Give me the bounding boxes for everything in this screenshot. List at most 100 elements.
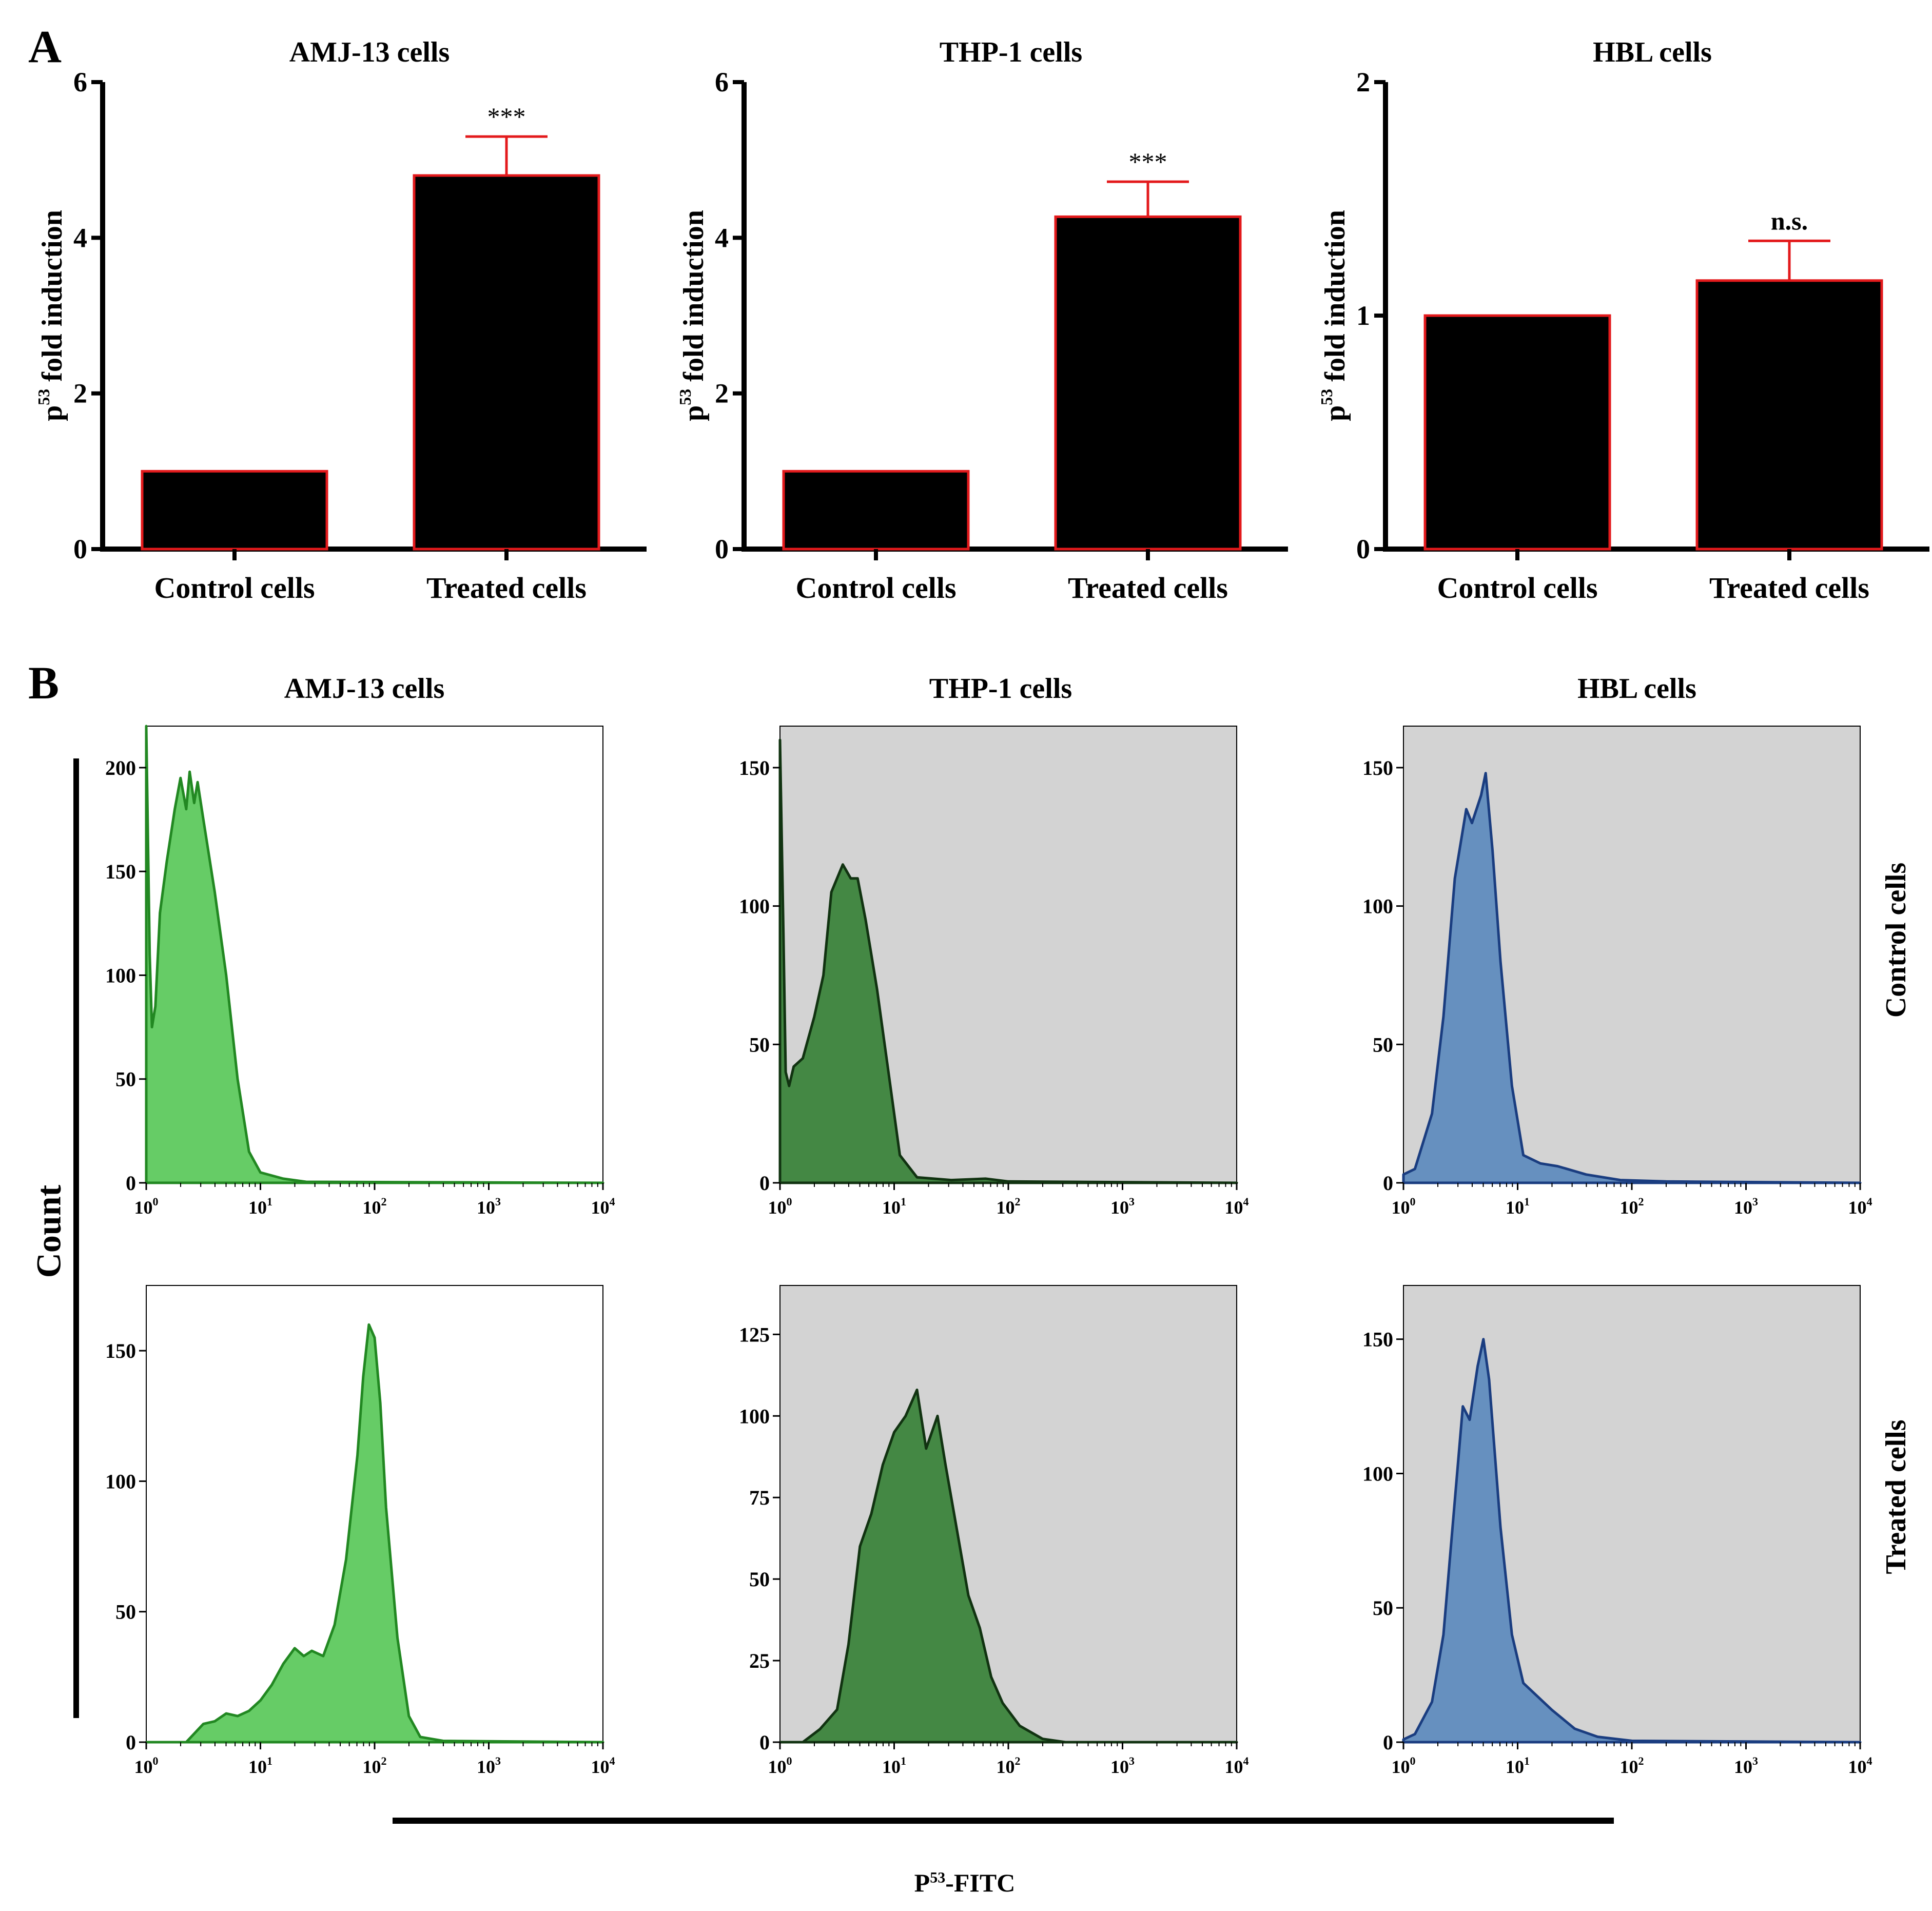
x-category-label: Treated cells xyxy=(426,571,587,604)
histogram-hbl-control: 0 50 100 150 100 101 102 103 104 xyxy=(1362,726,1872,1218)
y-tick-label: 6 xyxy=(715,67,729,98)
y-axis-label: p53 fold induction xyxy=(1317,210,1351,421)
bar xyxy=(782,470,970,551)
x-tick-label: 104 xyxy=(591,1195,615,1218)
y-tick-label: 100 xyxy=(739,895,770,918)
hist-col-title-thp1: THP-1 cells xyxy=(929,673,1072,705)
y-tick-label: 2 xyxy=(715,378,729,409)
bar xyxy=(1423,314,1611,551)
y-tick-label: 1 xyxy=(1356,300,1370,331)
histogram-thp1-control: 0 50 100 150 100 101 102 103 104 xyxy=(739,726,1249,1218)
count-axis-title: Count xyxy=(29,1184,68,1278)
row-label-treated: Treated cells xyxy=(1880,1419,1912,1574)
x-tick-label: 104 xyxy=(591,1754,615,1777)
fitc-axis-title: P53-FITC xyxy=(914,1868,1016,1897)
x-tick-label: 100 xyxy=(134,1754,159,1777)
x-tick-label: 101 xyxy=(882,1754,906,1777)
x-tick-label: 103 xyxy=(477,1195,501,1218)
hist-col-title-hbl: HBL cells xyxy=(1577,673,1696,705)
x-tick-label: 103 xyxy=(1734,1754,1758,1777)
x-tick-label: 101 xyxy=(882,1195,906,1218)
y-tick-label: 150 xyxy=(1362,1328,1393,1351)
y-tick-label: 100 xyxy=(105,964,136,987)
histogram-area xyxy=(145,725,604,1184)
y-tick-label: 150 xyxy=(105,1339,136,1362)
significance-label: n.s. xyxy=(1771,206,1808,235)
x-tick-label: 101 xyxy=(248,1754,272,1777)
bar xyxy=(141,470,328,551)
y-tick-label: 50 xyxy=(115,1068,136,1091)
histogram-amj13-treated: 0 50 100 150 100 101 102 103 104 xyxy=(105,1285,615,1777)
y-tick-label: 4 xyxy=(73,222,87,253)
y-tick-label: 100 xyxy=(739,1405,770,1428)
x-category-label: Control cells xyxy=(154,571,315,604)
histogram-area xyxy=(145,1323,604,1744)
x-category-label: Treated cells xyxy=(1068,571,1228,604)
y-tick-label: 50 xyxy=(1373,1033,1393,1056)
bar-chart-title: HBL cells xyxy=(1593,36,1712,68)
y-tick-label: 0 xyxy=(126,1172,136,1195)
bar xyxy=(1054,215,1242,551)
y-tick-label: 50 xyxy=(115,1601,136,1624)
x-category-label: Control cells xyxy=(1437,571,1597,604)
x-tick-label: 101 xyxy=(1506,1195,1530,1218)
x-tick-label: 101 xyxy=(248,1195,272,1218)
y-tick-label: 6 xyxy=(73,67,87,98)
x-tick-label: 102 xyxy=(363,1754,387,1777)
x-category-label: Control cells xyxy=(795,571,956,604)
histogram-area xyxy=(778,738,1238,1184)
x-tick-label: 103 xyxy=(1110,1754,1135,1777)
x-tick-label: 100 xyxy=(1392,1754,1416,1777)
x-tick-label: 100 xyxy=(768,1754,792,1777)
x-tick-label: 101 xyxy=(1506,1754,1530,1777)
y-tick-label: 100 xyxy=(1362,1462,1393,1485)
histogram-hbl-treated: 0 50 100 150 100 101 102 103 104 xyxy=(1362,1285,1872,1777)
x-category-label: Treated cells xyxy=(1709,571,1869,604)
y-tick-label: 50 xyxy=(1373,1596,1393,1620)
x-tick-label: 102 xyxy=(997,1754,1021,1777)
y-tick-label: 0 xyxy=(126,1731,136,1754)
count-axis-line xyxy=(73,758,79,1718)
y-tick-label: 0 xyxy=(715,534,729,564)
y-tick-label: 150 xyxy=(1362,756,1393,779)
bar-chart-thp1: THP-1 cells p53 fold induction 0 2 4 6 Control… xyxy=(676,36,1288,604)
x-tick-label: 102 xyxy=(363,1195,387,1218)
hist-col-title-amj13: AMJ-13 cells xyxy=(284,673,445,705)
y-tick-label: 0 xyxy=(759,1172,770,1195)
y-tick-label: 75 xyxy=(749,1486,770,1509)
y-tick-label: 50 xyxy=(749,1568,770,1591)
histogram-thp1-treated: 0 25 50 75 100 125 100 101 102 103 104 xyxy=(739,1285,1249,1777)
x-tick-label: 100 xyxy=(1392,1195,1416,1218)
bar-chart-title: AMJ-13 cells xyxy=(289,36,450,68)
y-tick-label: 50 xyxy=(749,1033,770,1056)
x-tick-label: 104 xyxy=(1848,1195,1872,1218)
x-tick-label: 104 xyxy=(1225,1754,1249,1777)
fitc-axis-line xyxy=(393,1818,1614,1824)
y-tick-label: 100 xyxy=(105,1470,136,1493)
panel-b-label: B xyxy=(28,658,60,709)
bar xyxy=(1695,279,1883,551)
row-label-control: Control cells xyxy=(1880,862,1912,1018)
x-tick-label: 103 xyxy=(1110,1195,1135,1218)
bar-chart-hbl: HBL cells p53 fold induction 0 1 2 Control ce… xyxy=(1317,36,1929,604)
y-tick-label: 0 xyxy=(1356,534,1370,564)
y-tick-label: 125 xyxy=(739,1323,770,1346)
y-tick-label: 0 xyxy=(759,1731,770,1754)
y-tick-label: 25 xyxy=(749,1649,770,1672)
x-tick-label: 102 xyxy=(1620,1195,1644,1218)
y-axis-label: p53 fold induction xyxy=(34,210,68,421)
y-tick-label: 100 xyxy=(1362,895,1393,918)
y-tick-label: 2 xyxy=(73,378,87,409)
y-tick-label: 150 xyxy=(105,860,136,883)
x-tick-label: 100 xyxy=(134,1195,159,1218)
y-tick-label: 200 xyxy=(105,756,136,779)
y-tick-label: 0 xyxy=(73,534,87,564)
significance-label: *** xyxy=(1129,147,1167,176)
y-axis-label: p53 fold induction xyxy=(676,210,710,421)
x-tick-label: 100 xyxy=(768,1195,792,1218)
x-tick-label: 104 xyxy=(1225,1195,1249,1218)
y-tick-label: 0 xyxy=(1383,1172,1393,1195)
histogram-amj13-control: 0 50 100 150 200 100 101 102 103 104 xyxy=(105,725,615,1218)
bar-chart-amj13: AMJ-13 cells p53 fold induction 0 2 4 6 Contro… xyxy=(34,36,647,604)
x-tick-label: 104 xyxy=(1848,1754,1872,1777)
